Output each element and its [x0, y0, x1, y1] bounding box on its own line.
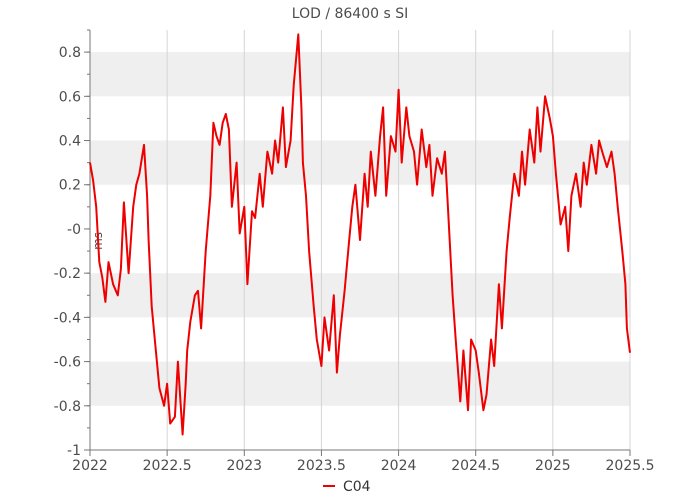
y-tick-label: 0.8: [59, 45, 81, 61]
x-tick-label: 2024.5: [451, 458, 500, 474]
background-band-1: [90, 140, 630, 185]
y-tick-label: 0.2: [59, 178, 81, 194]
background-band-0: [90, 52, 630, 97]
series-line-c04: [89, 33, 631, 436]
x-tick-label: 2022.5: [143, 458, 192, 474]
axes: [89, 30, 630, 451]
x-tick-label: 2023: [226, 458, 262, 474]
background-band-3: [90, 361, 630, 406]
y-tick-label: 0.4: [59, 134, 81, 150]
y-tick-label: -0.4: [54, 310, 81, 326]
y-tick-label: 0.6: [59, 89, 81, 105]
x-tick-label: 2025.5: [606, 458, 655, 474]
background-band-2: [90, 273, 630, 318]
y-tick-label: -0.2: [54, 266, 81, 282]
chart-title: LOD / 86400 s SI: [292, 6, 408, 22]
series-layer: [89, 33, 631, 436]
x-tick-label: 2022: [72, 458, 108, 474]
x-tick-label: 2023.5: [297, 458, 346, 474]
y-tick-label: -0.8: [54, 399, 81, 415]
y-tick-label: -0.6: [54, 355, 81, 371]
y-tick-label: -1: [67, 443, 81, 459]
x-tick-label: 2025: [535, 458, 571, 474]
x-tick-label: 2024: [381, 458, 417, 474]
y-tick-label: -0: [67, 222, 81, 238]
legend-label-c04: C04: [343, 479, 371, 495]
legend: C04: [323, 479, 371, 495]
